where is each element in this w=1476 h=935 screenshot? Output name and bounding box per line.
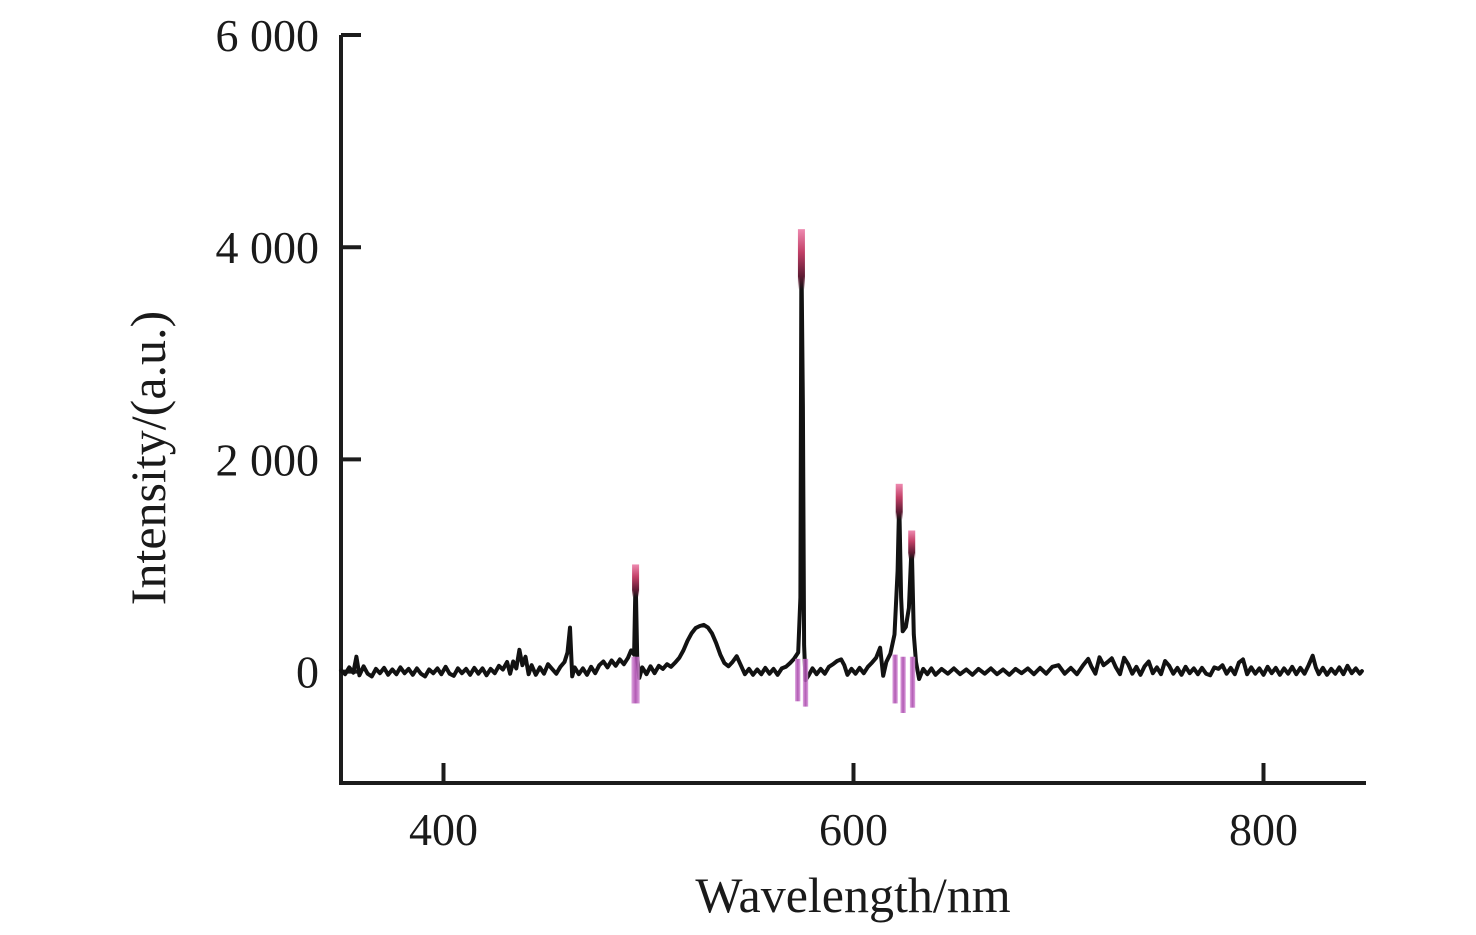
y-tick-label: 2 000 (216, 434, 320, 485)
y-axis-title: Intensity/(a.u.) (120, 310, 176, 606)
y-tick-label: 6 000 (216, 10, 320, 61)
x-axis-title: Wavelength/nm (695, 867, 1011, 923)
spectrum-trace (339, 250, 1364, 683)
y-tick-label: 0 (296, 647, 319, 698)
peak-tip-marker (895, 483, 903, 520)
peak-base-marker (892, 654, 898, 704)
peak-tip-marker (908, 530, 916, 560)
y-tick-label: 4 000 (216, 222, 320, 273)
x-tick-label: 400 (409, 804, 478, 855)
peak-base-marker (631, 656, 640, 704)
x-tick-label: 600 (819, 804, 888, 855)
peak-base-marker (909, 656, 916, 708)
peak-base-marker (795, 658, 801, 702)
peak-tip-marker (797, 229, 805, 290)
peak-base-marker (802, 658, 809, 707)
peak-base-marker (900, 656, 906, 713)
peak-tip-marker (632, 564, 640, 598)
x-tick-label: 800 (1229, 804, 1298, 855)
